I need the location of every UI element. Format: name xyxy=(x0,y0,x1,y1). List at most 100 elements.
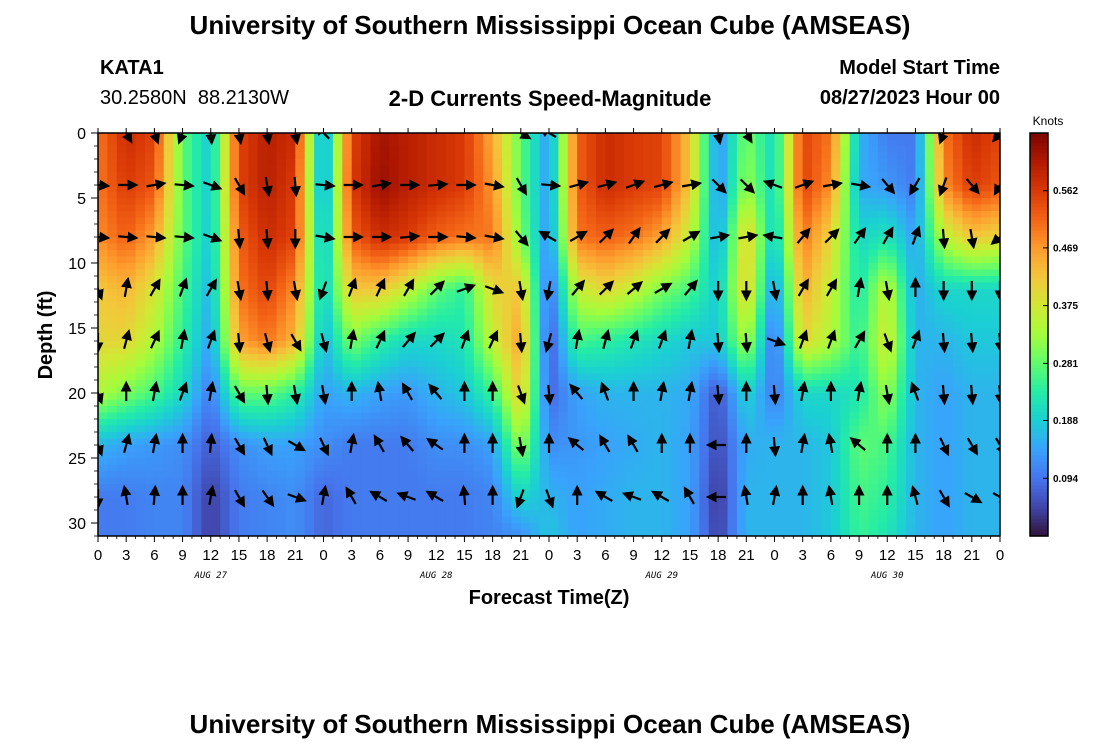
heatmap-cell xyxy=(314,451,325,459)
heatmap-cell xyxy=(624,269,635,277)
heatmap-cell xyxy=(332,406,343,414)
heatmap-cell xyxy=(98,477,108,485)
heatmap-cell xyxy=(98,406,108,414)
heatmap-cell xyxy=(812,172,823,180)
heatmap-cell xyxy=(755,328,766,336)
heatmap-cell xyxy=(483,139,494,147)
heatmap-cell xyxy=(483,191,494,199)
heatmap-cell xyxy=(370,503,381,511)
heatmap-cell xyxy=(765,237,776,245)
heatmap-cell xyxy=(642,172,653,180)
heatmap-cell xyxy=(755,380,766,388)
heatmap-cell xyxy=(689,516,700,524)
heatmap-cell xyxy=(107,159,118,167)
heatmap-cell xyxy=(201,217,212,225)
heatmap-cell xyxy=(821,308,832,316)
heatmap-cell xyxy=(567,503,578,511)
heatmap-cell xyxy=(642,419,653,427)
heatmap-cell xyxy=(642,399,653,407)
heatmap-cell xyxy=(502,263,513,271)
heatmap-cell xyxy=(267,419,278,427)
heatmap-cell xyxy=(408,165,419,173)
heatmap-cell xyxy=(520,497,531,505)
heatmap-cell xyxy=(783,269,794,277)
heatmap-cell xyxy=(642,516,653,524)
heatmap-cell xyxy=(238,152,249,160)
heatmap-cell xyxy=(426,308,437,316)
heatmap-cell xyxy=(144,191,155,199)
heatmap-cell xyxy=(107,185,118,193)
heatmap-cell xyxy=(483,178,494,186)
heatmap-cell xyxy=(116,529,127,536)
heatmap-cell xyxy=(220,529,231,536)
heatmap-cell xyxy=(445,152,456,160)
heatmap-cell xyxy=(257,224,268,232)
heatmap-cell xyxy=(652,399,663,407)
heatmap-cell xyxy=(276,451,287,459)
heatmap-cell xyxy=(849,328,860,336)
heatmap-cell xyxy=(849,295,860,303)
heatmap-cell xyxy=(417,419,428,427)
heatmap-cell xyxy=(295,458,306,466)
heatmap-cell xyxy=(821,393,832,401)
heatmap-cell xyxy=(567,269,578,277)
heatmap-cell xyxy=(774,276,785,284)
heatmap-cell xyxy=(821,152,832,160)
heatmap-cell xyxy=(154,308,165,316)
heatmap-cell xyxy=(154,269,165,277)
heatmap-cell xyxy=(821,445,832,453)
heatmap-cell xyxy=(473,282,484,290)
heatmap-cell xyxy=(624,263,635,271)
heatmap-cell xyxy=(445,243,456,251)
heatmap-cell xyxy=(417,315,428,323)
heatmap-cell xyxy=(267,367,278,375)
heatmap-cell xyxy=(379,224,390,232)
heatmap-cell xyxy=(220,380,231,388)
heatmap-cell xyxy=(689,295,700,303)
heatmap-cell xyxy=(398,497,409,505)
heatmap-cell xyxy=(783,516,794,524)
heatmap-cell xyxy=(98,250,108,258)
heatmap-cell xyxy=(267,152,278,160)
heatmap-cell xyxy=(708,302,719,310)
heatmap-cell xyxy=(624,321,635,329)
heatmap-cell xyxy=(229,425,240,433)
heatmap-cell xyxy=(389,516,400,524)
heatmap-cell xyxy=(812,217,823,225)
heatmap-cell xyxy=(661,308,672,316)
heatmap-cell xyxy=(661,341,672,349)
heatmap-cell xyxy=(295,211,306,219)
heatmap-cell xyxy=(765,523,776,531)
heatmap-cell xyxy=(173,497,184,505)
heatmap-cell xyxy=(126,490,137,498)
heatmap-cell xyxy=(455,464,466,472)
heatmap-cell xyxy=(417,451,428,459)
heatmap-cell xyxy=(135,230,146,238)
heatmap-cell xyxy=(614,497,625,505)
heatmap-cell xyxy=(332,425,343,433)
heatmap-cell xyxy=(285,308,296,316)
heatmap-cell xyxy=(370,133,381,141)
heatmap-cell xyxy=(520,477,531,485)
heatmap-cell xyxy=(191,269,202,277)
heatmap-cell xyxy=(323,159,334,167)
heatmap-cell xyxy=(210,458,221,466)
heatmap-cell xyxy=(473,185,484,193)
heatmap-cell xyxy=(830,302,841,310)
heatmap-cell xyxy=(408,406,419,414)
heatmap-cell xyxy=(426,367,437,375)
heatmap-cell xyxy=(361,146,372,154)
heatmap-cell xyxy=(586,146,597,154)
heatmap-cell xyxy=(492,419,503,427)
heatmap-cell xyxy=(577,172,588,180)
heatmap-cell xyxy=(267,256,278,264)
heatmap-cell xyxy=(680,315,691,323)
heatmap-cell xyxy=(614,146,625,154)
heatmap-cell xyxy=(107,178,118,186)
heatmap-cell xyxy=(154,328,165,336)
heatmap-cell xyxy=(220,341,231,349)
heatmap-cell xyxy=(652,282,663,290)
heatmap-cell xyxy=(229,471,240,479)
heatmap-cell xyxy=(793,503,804,511)
heatmap-cell xyxy=(652,185,663,193)
